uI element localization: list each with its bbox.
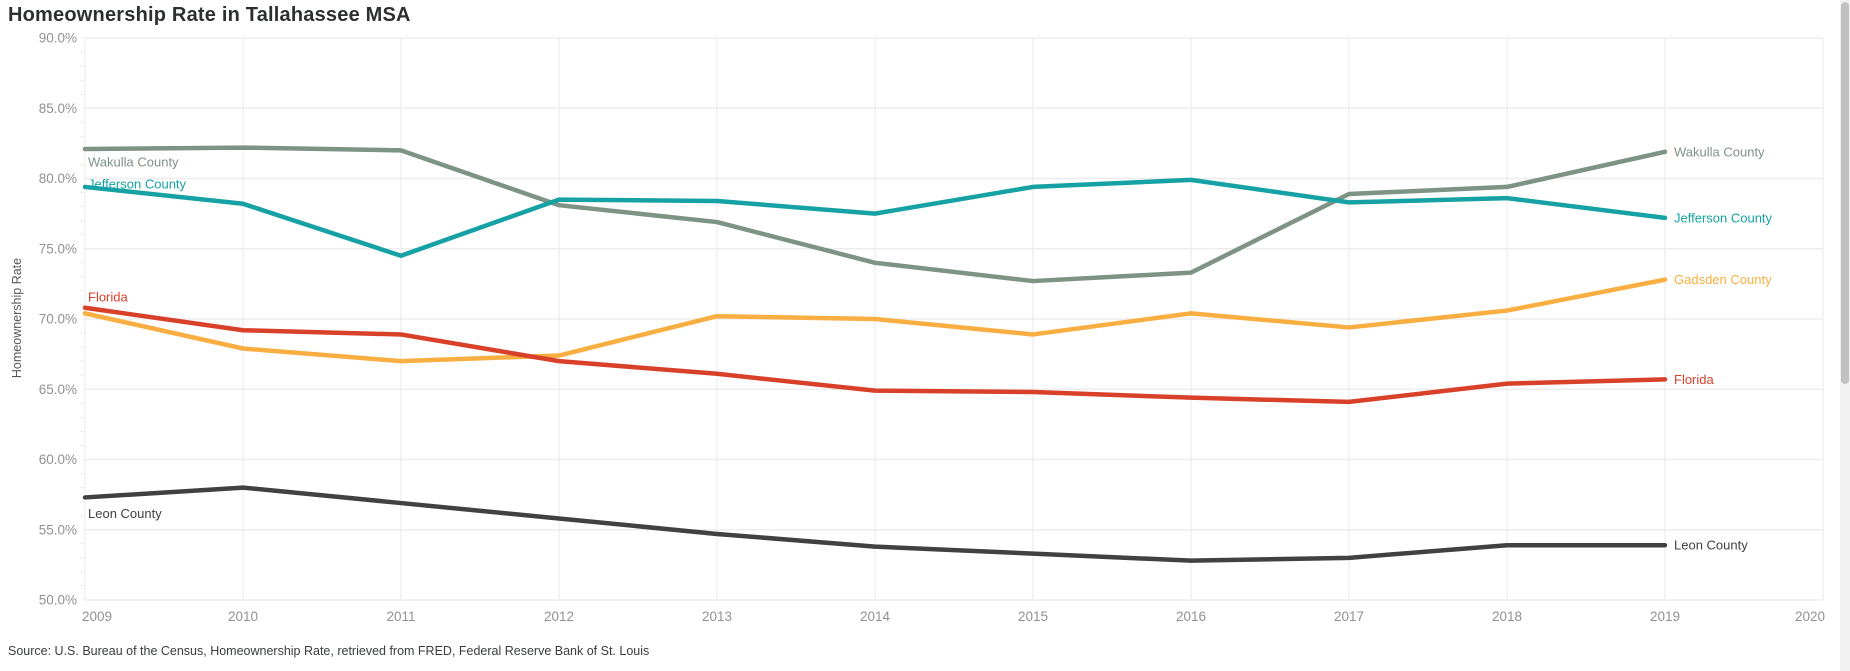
x-tick-label: 2019 [1650, 609, 1680, 624]
series-label-left-leon-county: Leon County [88, 506, 162, 521]
y-tick-label: 60.0% [39, 452, 77, 467]
vertical-scrollbar[interactable] [1840, 0, 1850, 671]
series-line-gadsden-county[interactable] [82, 277, 1668, 364]
y-tick-label: 85.0% [39, 101, 77, 116]
x-tick-label: 2015 [1018, 609, 1048, 624]
series-line-florida[interactable] [82, 305, 1668, 405]
y-tick-label: 50.0% [39, 593, 77, 608]
series-label-left-jefferson-county: Jefferson County [88, 176, 187, 191]
series-label-right-gadsden-county: Gadsden County [1674, 272, 1772, 287]
series-label-right-leon-county: Leon County [1674, 538, 1748, 553]
x-tick-label: 2009 [82, 609, 112, 624]
series-label-right-wakulla-county: Wakulla County [1674, 144, 1765, 159]
x-tick-label: 2018 [1492, 609, 1522, 624]
x-tick-label: 2014 [860, 609, 891, 624]
y-tick-label: 55.0% [39, 522, 77, 537]
scrollbar-thumb[interactable] [1841, 2, 1849, 384]
y-tick-label: 70.0% [39, 312, 77, 327]
x-tick-label: 2012 [544, 609, 574, 624]
series-line-leon-county[interactable] [82, 485, 1668, 563]
x-tick-label: 2010 [228, 609, 258, 624]
y-tick-label: 65.0% [39, 382, 77, 397]
x-tick-label: 2011 [386, 609, 415, 624]
y-tick-label: 80.0% [39, 171, 77, 186]
x-tick-label: 2017 [1334, 609, 1364, 624]
series-label-right-florida: Florida [1674, 372, 1715, 387]
series-label-right-jefferson-county: Jefferson County [1674, 210, 1773, 225]
series-line-wakulla-county[interactable] [82, 145, 1668, 284]
source-note: Source: U.S. Bureau of the Census, Homeo… [8, 644, 650, 658]
series-label-left-florida: Florida [88, 289, 129, 304]
y-tick-label: 75.0% [39, 241, 77, 256]
x-tick-label: 2016 [1176, 609, 1206, 624]
chart-title: Homeownership Rate in Tallahassee MSA [8, 4, 411, 26]
x-tick-label: 2013 [702, 609, 732, 624]
series-line-jefferson-county[interactable] [82, 177, 1668, 259]
x-tick-label: 2020 [1795, 609, 1825, 624]
series-label-left-wakulla-county: Wakulla County [88, 154, 179, 169]
line-chart: 2009 2010 2011 2012 2013 2014 2015 2016 2017 2018… [39, 31, 1825, 625]
y-tick-label: 90.0% [39, 31, 77, 46]
